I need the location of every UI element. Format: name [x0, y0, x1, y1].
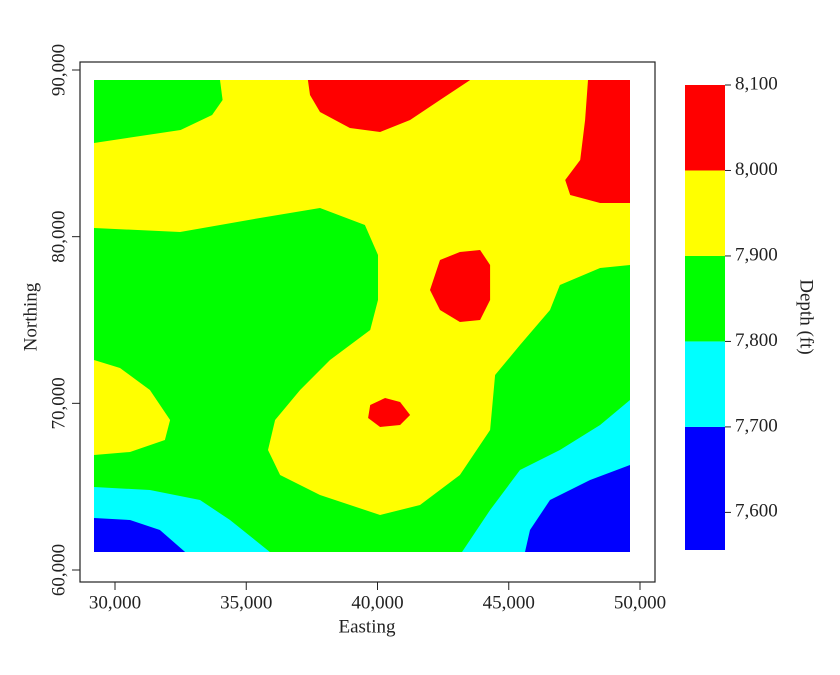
- x-tick-label: 30,000: [89, 592, 141, 613]
- colorbar-band: [685, 255, 725, 342]
- colorbar-tick-label: 7,700: [735, 415, 778, 436]
- x-tick-label: 45,000: [483, 592, 535, 613]
- colorbar-tick-label: 8,100: [735, 73, 778, 94]
- contour-region: [430, 250, 491, 322]
- colorbar-label: Depth (ft): [796, 279, 817, 354]
- contour-region: [307, 80, 471, 132]
- x-tick-label: 50,000: [614, 592, 666, 613]
- colorbar-tick-label: 7,800: [735, 330, 778, 351]
- x-tick-label: 40,000: [351, 592, 403, 613]
- colorbar-band: [685, 341, 725, 427]
- y-tick-label: 90,000: [48, 44, 69, 96]
- contour-region: [565, 80, 630, 203]
- colorbar-band: [685, 426, 725, 550]
- contour-region: [94, 80, 223, 143]
- contour-region: [94, 518, 186, 552]
- y-tick-label: 70,000: [48, 377, 69, 429]
- contour-region: [94, 360, 171, 455]
- y-tick-label: 60,000: [48, 544, 69, 596]
- y-tick-label: 80,000: [48, 211, 69, 263]
- colorbar-band: [685, 85, 725, 171]
- colorbar-tick-label: 8,000: [735, 159, 778, 180]
- contour-region: [368, 398, 411, 427]
- colorbar-tick-label: 7,600: [735, 501, 778, 522]
- y-axis-label: Northing: [20, 282, 41, 351]
- colorbar-band: [685, 170, 725, 256]
- colorbar-tick-label: 7,900: [735, 244, 778, 265]
- contour-region: [94, 208, 630, 552]
- plot-area: [94, 80, 630, 552]
- axes-frame: [79, 61, 656, 583]
- x-axis-label: Easting: [339, 616, 396, 637]
- contour-region: [525, 465, 630, 552]
- x-tick-label: 35,000: [220, 592, 272, 613]
